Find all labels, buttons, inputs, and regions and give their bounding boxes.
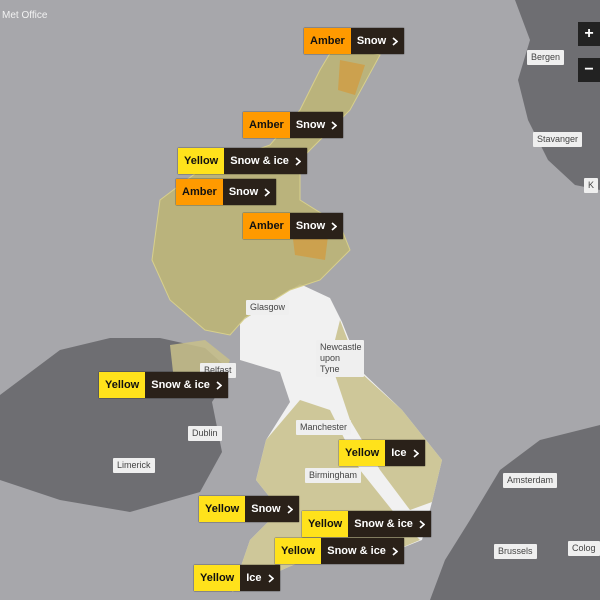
warning-badge[interactable]: Yellow Snow — [199, 496, 299, 522]
warning-level: Amber — [243, 213, 290, 239]
warning-hazard: Snow — [289, 213, 344, 239]
warning-badge[interactable]: Yellow Snow & ice — [178, 148, 307, 174]
warning-badge[interactable]: Yellow Ice — [194, 565, 280, 591]
attribution: Met Office — [2, 10, 48, 21]
zoom-out[interactable]: − — [578, 58, 600, 82]
warning-level: Yellow — [199, 496, 246, 522]
warning-level: Yellow — [275, 538, 322, 564]
chevron-path — [268, 573, 274, 583]
chevron-path — [295, 156, 301, 166]
hazard-text: Ice — [246, 572, 262, 584]
warning-hazard: Snow & ice — [224, 148, 307, 174]
warning-badge[interactable]: Amber Snow — [176, 179, 277, 205]
warning-hazard: Snow & ice — [348, 511, 431, 537]
chevron — [295, 156, 301, 166]
hazard-text: Snow & ice — [230, 155, 289, 167]
warning-hazard: Snow — [289, 112, 344, 138]
chevron-path — [331, 221, 338, 231]
place-label: Bergen — [527, 50, 565, 65]
warning-hazard: Snow — [222, 179, 277, 205]
hazard-text: Snow — [228, 186, 259, 198]
chevron-path — [413, 448, 419, 458]
zoom-in[interactable]: + — [578, 22, 600, 46]
chevron — [392, 546, 398, 556]
hazard-text: Snow & ice — [327, 545, 386, 557]
chevron — [216, 380, 222, 390]
chevron — [331, 120, 338, 130]
place-label: Birmingham — [305, 468, 362, 483]
warning-hazard: Snow — [350, 28, 405, 54]
warning-badge[interactable]: Amber Snow — [243, 213, 344, 239]
chevron — [392, 36, 399, 46]
chevron-path — [392, 546, 398, 556]
hazard-text: Snow & ice — [151, 379, 210, 391]
place-label: K — [584, 178, 599, 193]
hazard-text: Snow — [356, 35, 387, 47]
warning-badge[interactable]: Amber Snow — [304, 28, 405, 54]
warning-hazard: Snow & ice — [321, 538, 404, 564]
hazard-text: Snow — [295, 119, 326, 131]
place-label: Dublin — [188, 426, 222, 441]
hazard-text: Snow — [295, 220, 326, 232]
place-label: Stavanger — [533, 132, 583, 147]
warning-level: Yellow — [99, 372, 146, 398]
chevron-path — [392, 36, 399, 46]
place-label: Brussels — [494, 544, 537, 559]
warning-hazard: Ice — [240, 565, 280, 591]
chevron — [331, 221, 338, 231]
warning-level: Amber — [176, 179, 223, 205]
chevron-path — [287, 504, 293, 514]
hazard-text: Snow — [251, 503, 281, 515]
chevron — [287, 504, 293, 514]
warning-level: Yellow — [302, 511, 349, 537]
place-label: Manchester — [296, 420, 352, 435]
warning-level: Amber — [243, 112, 290, 138]
chevron — [419, 519, 425, 529]
chevron — [268, 573, 274, 583]
warning-hazard: Ice — [385, 440, 425, 466]
place-label: Glasgow — [246, 300, 290, 315]
continent — [430, 425, 600, 600]
place-label: Newcastle upon Tyne — [316, 340, 364, 377]
warning-level: Yellow — [339, 440, 386, 466]
warning-badge[interactable]: Yellow Ice — [339, 440, 425, 466]
place-label: Amsterdam — [503, 473, 558, 488]
warning-badge[interactable]: Amber Snow — [243, 112, 344, 138]
warning-level: Amber — [304, 28, 351, 54]
chevron-path — [216, 380, 222, 390]
chevron — [413, 448, 419, 458]
warning-badge[interactable]: Yellow Snow & ice — [275, 538, 404, 564]
warning-hazard: Snow — [245, 496, 299, 522]
amber-area — [338, 60, 365, 95]
warning-badge[interactable]: Yellow Snow & ice — [302, 511, 431, 537]
warning-level: Yellow — [178, 148, 225, 174]
warning-badge[interactable]: Yellow Snow & ice — [99, 372, 228, 398]
hazard-text: Snow & ice — [354, 518, 413, 530]
place-label: Colog — [568, 541, 600, 556]
chevron-path — [419, 519, 425, 529]
chevron — [264, 187, 271, 197]
hazard-text: Ice — [391, 447, 407, 459]
warning-hazard: Snow & ice — [145, 372, 228, 398]
place-label: Limerick — [113, 458, 155, 473]
chevron-path — [264, 187, 271, 197]
warning-level: Yellow — [194, 565, 241, 591]
chevron-path — [331, 120, 338, 130]
